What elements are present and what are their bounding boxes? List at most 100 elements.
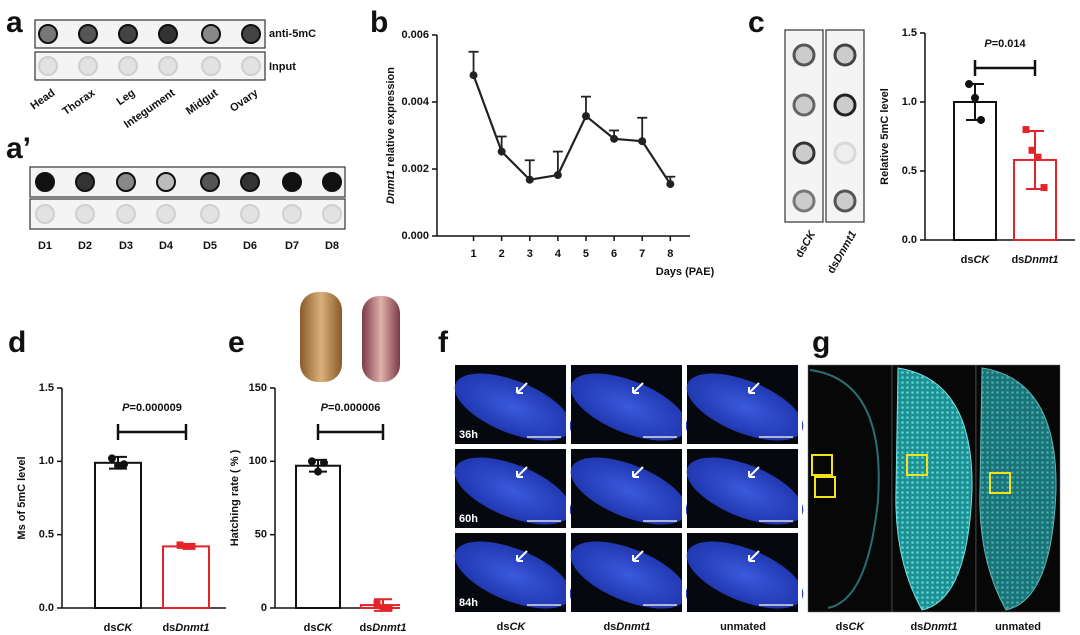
day-label: D3 [119,240,133,252]
text-part: =0.000006 [328,402,380,414]
text-part: ds [162,622,175,634]
y-tick-label: 0.0 [39,602,54,614]
data-point [373,600,381,608]
x-tick-label: 8 [667,248,673,260]
arrow [632,382,644,394]
time-label: 60h [459,513,478,525]
panel-label: e [228,326,245,359]
blot-dot [833,43,857,67]
y-tick-label: 150 [249,382,267,394]
day-label: D1 [38,240,52,252]
y-tick-label: 0.5 [902,165,917,177]
text-part: CK [316,622,333,634]
data-point [971,93,979,102]
text-part: ds [1011,254,1024,266]
blot-dot [241,56,261,76]
blot-dot [38,56,58,76]
data-point [114,461,122,470]
row-label: Input [269,61,296,73]
text-part: relative expression [385,67,397,170]
y-axis-title: Dnmt1 relative expression [385,67,397,204]
blot-dot [156,172,176,192]
egg-embryo [686,541,804,609]
text-part: =0.014 [992,38,1027,50]
bar [295,464,341,609]
y-tick-label: 1.5 [39,382,54,394]
blot-dot [241,24,261,44]
blot-dot [240,204,260,224]
p-value: P=0.000009 [122,402,182,414]
y-tick-label: 1.0 [39,455,54,467]
day-label: D6 [243,240,257,252]
blot-dot [833,189,857,213]
egg-image [362,296,400,382]
arrow [632,550,644,562]
y-axis-title: Relative 5mC level [879,88,891,185]
egg-embryo [454,541,572,609]
blot-dot [118,24,138,44]
arrow [748,550,760,562]
time-label: 84h [459,597,478,609]
egg-embryo [454,373,572,441]
data-point [308,457,316,466]
gutter [566,362,570,617]
data-point [188,542,196,550]
text-part: Dnmt1 [175,622,209,634]
text-part: P [321,402,329,414]
panel-label: f [438,326,449,359]
gutter [682,362,686,617]
time-label: 36h [459,429,478,441]
day-label: D7 [285,240,299,252]
x-axis-title: Days (PAE) [656,266,715,278]
blot-dot [38,24,58,44]
blot-dot [282,204,302,224]
blot-dot [833,141,857,165]
text-part: CK [116,622,133,634]
text-part: ds [359,622,372,634]
highlight-box [814,476,836,498]
blot-dot [158,56,178,76]
x-tick-label: dsDnmt1 [162,622,209,634]
text-part: ds [793,243,810,260]
panel-label: d [8,326,26,359]
gutter [798,362,802,617]
column-label: unmated [995,621,1041,633]
text-part: ds [961,254,974,266]
gutter [450,528,805,532]
tissue-label: Midgut [184,87,221,118]
blot-dot [156,204,176,224]
lane-label: dsCK [793,228,818,260]
highlight-box [906,454,928,476]
data-point [553,171,562,180]
egg-embryo [454,457,572,525]
blot-dot [78,56,98,76]
data-point [182,542,190,550]
p-value: P=0.014 [984,38,1026,50]
panel-label: b [370,6,388,39]
blot-dot [75,172,95,192]
blot-dot [792,43,816,67]
blot-dot [35,204,55,224]
y-tick-label: 0.006 [401,29,429,41]
gutter [400,362,452,622]
data-point [965,80,973,89]
bar [162,545,210,610]
blot-dot [322,172,342,192]
day-label: D5 [203,240,217,252]
blot-dot [792,189,816,213]
arrow [516,466,528,478]
x-tick-label: dsDnmt1 [359,622,406,634]
text-part: =0.000009 [130,402,182,414]
blot-dot [792,93,816,117]
panel-label: a’ [6,132,31,165]
x-tick-label: 3 [527,248,533,260]
panel-label: g [812,326,830,359]
arrow [748,466,760,478]
column-label: unmated [720,621,766,633]
column-label: dsDnmt1 [603,621,650,633]
data-point [314,467,322,476]
text-part: Dnmt1 [616,621,650,633]
blot-dot [200,204,220,224]
gutter [450,612,805,616]
data-point [581,112,590,121]
